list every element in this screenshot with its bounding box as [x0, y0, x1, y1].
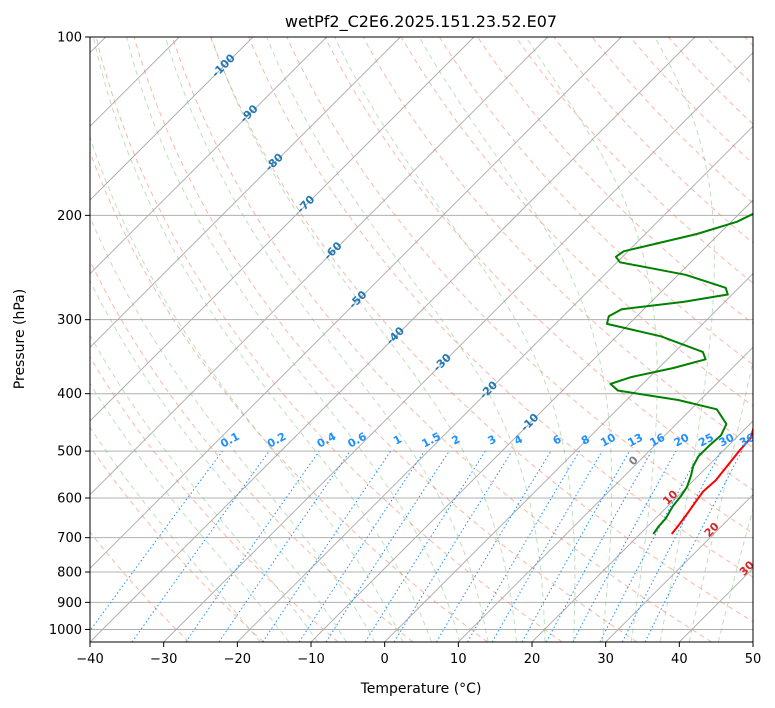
x-tick-label: 20 — [524, 652, 541, 667]
isotherm-line — [90, 37, 549, 496]
x-tick-label: 0 — [381, 652, 389, 667]
dewpoint-profile-line — [606, 212, 753, 535]
y-tick-label: 800 — [57, 566, 82, 581]
x-tick-label: 30 — [597, 652, 614, 667]
chart-title: wetPf2_C2E6.2025.151.23.52.E07 — [285, 12, 557, 32]
y-tick-label: 100 — [57, 31, 82, 46]
y-axis-title: Pressure (hPa) — [12, 289, 28, 389]
x-tick-label: 40 — [671, 652, 688, 667]
mixing-ratio-line — [131, 450, 270, 642]
y-tick-label: 900 — [57, 596, 82, 611]
moist-adiabat-line — [90, 135, 404, 642]
mixing-ratio-label: 30 — [717, 431, 737, 450]
moist-adiabat-line — [210, 37, 517, 642]
moist-adiabat-line — [654, 37, 715, 642]
mixing-ratio-label: 13 — [626, 431, 646, 450]
dry-adiabat-line — [362, 37, 753, 449]
dry-adiabat-line — [95, 37, 563, 642]
mixing-ratio-line — [393, 450, 513, 642]
temperature-profile-line — [670, 426, 753, 535]
moist-adiabat-line — [126, 37, 461, 642]
mixing-ratio-label: 16 — [648, 431, 668, 450]
x-tick-label: −20 — [224, 652, 251, 667]
y-tick-label: 600 — [57, 492, 82, 507]
x-tick-label: 10 — [450, 652, 467, 667]
mixing-ratio-line — [90, 450, 223, 632]
mixing-ratio-line — [298, 450, 425, 642]
mixing-ratio-label: 20 — [672, 431, 692, 450]
x-axis: −40 −30 −20 −10 0 10 20 30 40 50 — [76, 642, 761, 667]
mixing-ratio-line — [545, 450, 653, 642]
mixing-ratio-line — [644, 450, 743, 642]
y-tick-label: 1000 — [49, 623, 82, 638]
dry-adiabat-line — [133, 37, 638, 642]
moist-adiabat-line — [266, 37, 546, 642]
isotherm-line — [163, 51, 753, 642]
y-tick-label: 500 — [57, 445, 82, 460]
mixing-ratio-label: 25 — [696, 431, 716, 450]
isotherm-line — [605, 493, 753, 642]
moist-adiabat-line — [90, 426, 261, 642]
mixing-ratio-line — [218, 450, 351, 642]
x-tick-label: −10 — [297, 652, 324, 667]
plot-frame — [89, 36, 754, 643]
dry-adiabat-line — [248, 37, 753, 578]
isotherm-line — [90, 37, 475, 422]
moist-adiabat-line — [90, 215, 376, 642]
isotherm-line — [90, 37, 696, 642]
isotherm-line — [457, 346, 753, 642]
moist-adiabat-line — [418, 37, 613, 642]
x-tick-label: 50 — [745, 652, 762, 667]
y-tick-label: 700 — [57, 531, 82, 546]
x-tick-label: −40 — [76, 652, 103, 667]
moist-adiabat-line — [90, 334, 319, 642]
profile-series — [606, 212, 753, 535]
isotherm-line — [90, 37, 328, 275]
isotherm-line — [236, 125, 753, 642]
moist-adiabat-line — [525, 37, 658, 642]
mixing-ratio-line — [572, 450, 677, 642]
y-tick-label: 400 — [57, 387, 82, 402]
dry-adiabat-line — [90, 356, 339, 642]
dry-adiabat-line — [90, 531, 190, 642]
mixing-ratio-line — [521, 450, 630, 642]
mixing-ratio-lines — [90, 450, 743, 642]
y-axis: 100 200 300 400 500 600 700 800 900 1000 — [49, 31, 90, 638]
isotherm-line — [90, 37, 401, 349]
isotherm-grid — [90, 37, 753, 642]
moist-adiabat-line — [334, 37, 576, 642]
moist-adiabat-line — [92, 37, 432, 642]
mixing-ratio-line — [325, 450, 450, 642]
plot-area: -100-90-80-70-60-50-40-30-20-100.1 0.2 0.4… — [90, 37, 757, 642]
dry-adiabat-line — [286, 37, 753, 534]
isotherm-line — [384, 272, 753, 642]
moist-adiabat-line — [164, 37, 489, 642]
y-tick-label: 200 — [57, 209, 82, 224]
x-tick-label: −30 — [150, 652, 177, 667]
mixing-ratio-line — [185, 450, 320, 642]
isotherm-line — [90, 37, 622, 570]
isobar-grid — [90, 37, 753, 630]
isotherm-line — [90, 37, 254, 201]
mixing-ratio-line — [262, 450, 392, 642]
dry-adiabat-line — [324, 37, 753, 491]
dry-adiabat-line — [438, 37, 753, 366]
dry-adiabat-line — [90, 259, 414, 642]
x-axis-title: Temperature (°C) — [360, 681, 482, 697]
mixing-ratio-label: 10 — [598, 431, 618, 450]
y-tick-label: 300 — [57, 313, 82, 328]
moist-adiabat-line — [90, 382, 290, 642]
mixing-ratio-label: 36 — [737, 431, 757, 450]
dry-adiabat-line — [210, 37, 753, 623]
isotherm-line — [531, 420, 753, 642]
